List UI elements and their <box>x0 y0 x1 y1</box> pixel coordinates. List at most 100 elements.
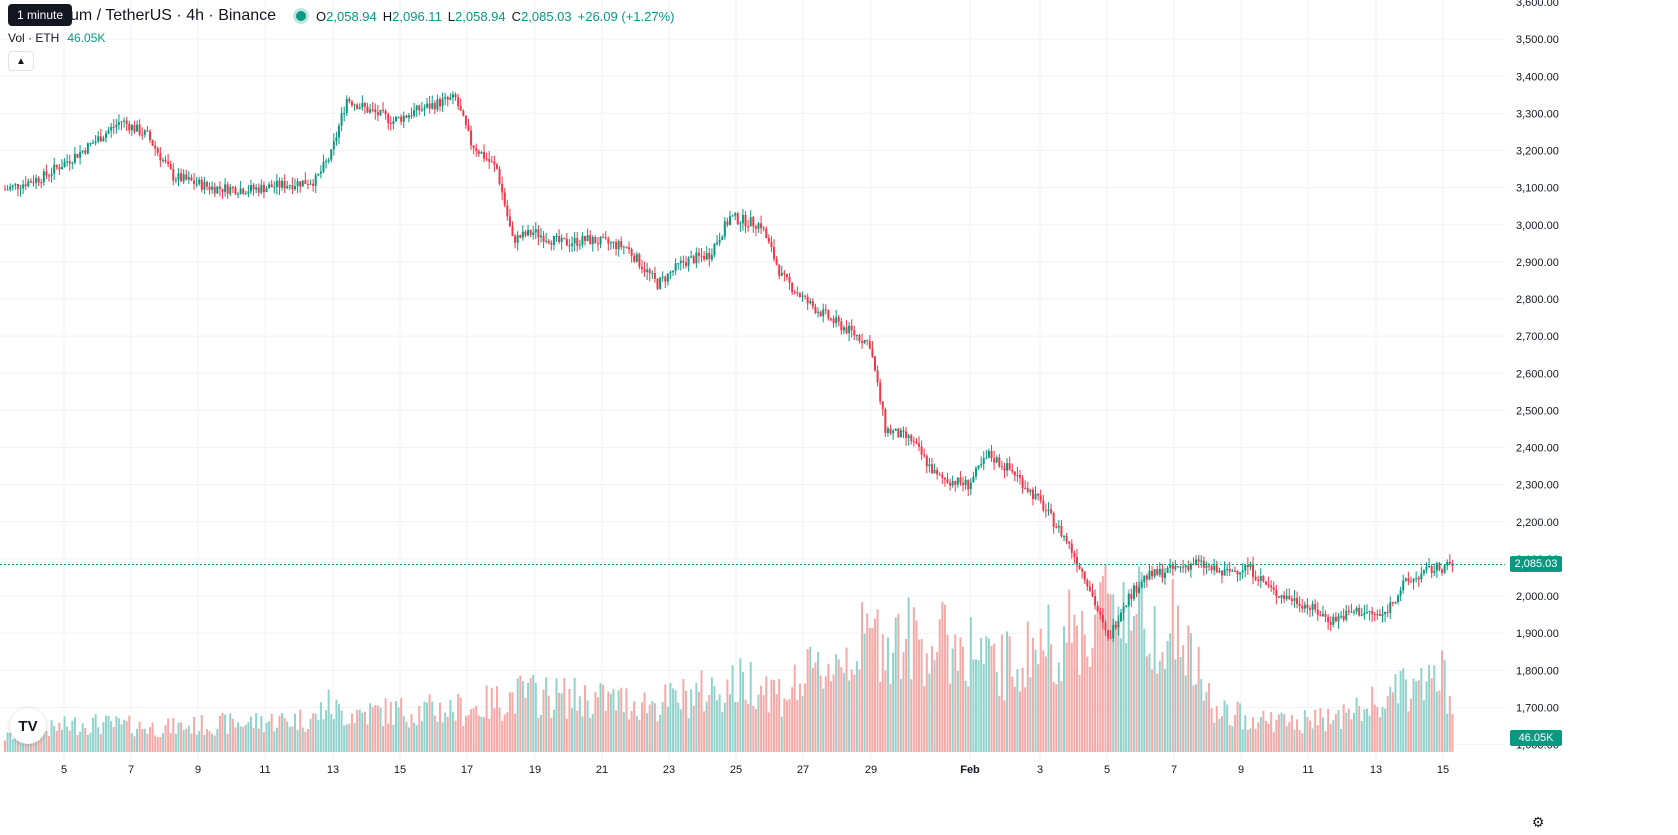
volume-bar <box>205 729 208 752</box>
candle-body <box>1324 613 1327 617</box>
volume-bar <box>268 721 271 752</box>
volume-bar <box>76 734 79 752</box>
volume-bar <box>532 674 535 752</box>
candle-body <box>255 187 258 190</box>
volume-bar <box>133 736 136 752</box>
volume-bar <box>213 735 216 752</box>
volume-label[interactable]: Vol · ETH <box>8 31 60 45</box>
volume-bar <box>1132 616 1135 752</box>
candle-body <box>138 124 141 135</box>
candle-body <box>1029 489 1032 492</box>
candle-body <box>1285 595 1288 600</box>
time-tick-label: Feb <box>960 764 980 776</box>
candle-body <box>604 237 607 239</box>
candle-body <box>237 193 240 195</box>
volume-bar <box>1303 710 1306 752</box>
candle-body <box>234 187 237 195</box>
volume-bar <box>394 701 397 752</box>
candle-body <box>770 241 773 248</box>
candle-body <box>345 98 348 113</box>
volume-bar <box>863 633 866 752</box>
candle-body <box>423 107 426 110</box>
volume-bar <box>848 680 851 752</box>
volume-bar <box>278 715 281 752</box>
candle-body <box>1412 578 1415 582</box>
volume-bar <box>962 646 965 752</box>
candle-body <box>868 341 871 349</box>
candle-body <box>195 183 198 185</box>
collapse-legend-button[interactable]: ▲ <box>8 51 34 71</box>
candle-body <box>752 217 755 227</box>
candle-body <box>1321 613 1324 616</box>
volume-bar <box>459 697 462 752</box>
volume-bar <box>234 727 237 752</box>
volume-bar <box>1039 628 1042 752</box>
candle-body <box>379 109 382 116</box>
settings-icon[interactable]: ⚙ <box>1531 814 1545 830</box>
tradingview-logo[interactable]: TV <box>10 708 46 744</box>
candle-body <box>736 213 739 225</box>
volume-bar <box>301 727 304 752</box>
volume-bar <box>930 645 933 752</box>
time-tick-label: 5 <box>61 764 67 776</box>
candle-body <box>1438 563 1441 570</box>
volume-bar <box>257 728 260 752</box>
volume-bar <box>1293 729 1296 752</box>
candle-body <box>1195 559 1198 565</box>
candle-body <box>273 186 276 188</box>
volume-bar <box>376 705 379 752</box>
volume-bar <box>1070 642 1073 752</box>
volume-bar <box>1345 712 1348 752</box>
candle-body <box>1262 575 1265 582</box>
candle-body <box>1086 579 1089 587</box>
volume-bar <box>773 680 776 752</box>
volume-bar <box>154 735 157 752</box>
market-status-icon <box>296 11 307 21</box>
volume-bar <box>169 733 172 752</box>
candle-body <box>716 242 719 245</box>
candle-body <box>1249 564 1252 568</box>
volume-bar <box>1267 723 1270 752</box>
time-tick-label: 25 <box>730 764 742 776</box>
volume-bar <box>226 733 229 752</box>
candle-body <box>855 335 858 337</box>
candle-body <box>928 464 931 467</box>
candle-body <box>791 282 794 292</box>
candle-body <box>1220 570 1223 576</box>
volume-bar <box>1259 717 1262 752</box>
candle-body <box>441 98 444 107</box>
volume-bar <box>495 686 498 752</box>
time-tick-label: 27 <box>797 764 809 776</box>
volume-bar <box>656 721 659 752</box>
volume-bar <box>200 715 203 752</box>
candle-body <box>1337 616 1340 622</box>
volume-bar <box>208 731 211 752</box>
candle-body <box>268 184 271 189</box>
volume-bar <box>413 722 416 752</box>
candle-body <box>1371 611 1374 615</box>
volume-bar <box>249 716 252 752</box>
volume-bar <box>60 729 63 752</box>
volume-bar <box>457 693 460 752</box>
tradingview-logo-icon: TV <box>18 717 38 735</box>
candle-body <box>534 229 537 233</box>
candle-body <box>552 235 555 245</box>
volume-bar <box>451 712 454 752</box>
volume-bar <box>677 702 680 752</box>
symbol-title[interactable]: um / TetherUS · 4h · Binance <box>70 7 277 24</box>
candle-body <box>625 246 628 248</box>
candle-body <box>128 123 131 131</box>
candle-body <box>229 187 232 194</box>
volume-bar <box>729 694 731 752</box>
candle-body <box>949 482 952 486</box>
volume-bar <box>19 739 22 752</box>
candle-body <box>123 120 126 122</box>
volume-bar <box>454 720 457 752</box>
volume-bar <box>477 715 480 752</box>
candle-body <box>721 236 724 240</box>
volume-bar <box>718 694 721 752</box>
candle-body <box>708 253 711 260</box>
candle-body <box>617 241 620 250</box>
volume-bar <box>32 736 35 752</box>
